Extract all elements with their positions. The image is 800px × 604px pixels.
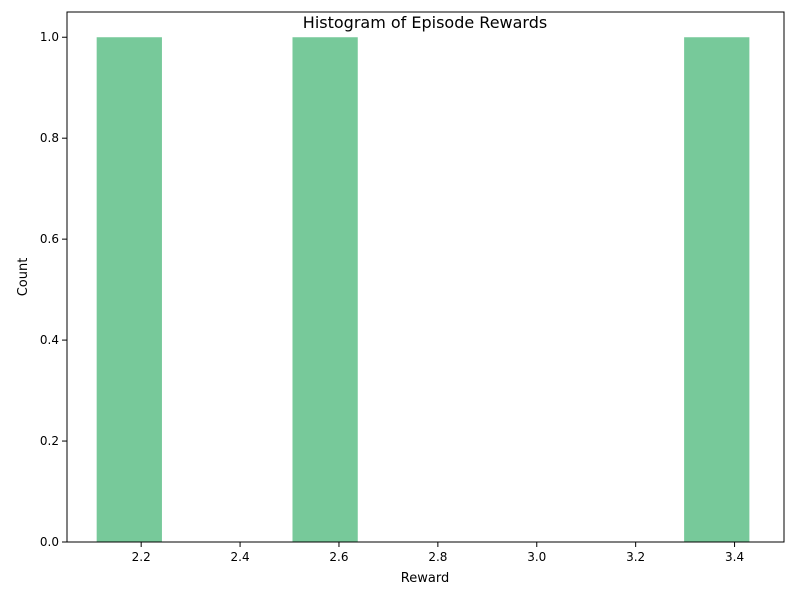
- y-tick-label: 0.0: [40, 535, 59, 549]
- x-axis-label: Reward: [401, 571, 449, 586]
- x-tick-label: 2.2: [132, 550, 151, 564]
- y-tick-label: 0.6: [40, 232, 59, 246]
- y-axis-label: Count: [16, 258, 31, 297]
- x-tick-label: 2.8: [428, 550, 447, 564]
- x-tick-label: 3.4: [725, 550, 744, 564]
- x-axis-ticks: 2.2 2.4 2.6 2.8 3.0 3.2 3.4: [132, 542, 744, 564]
- histogram-bar-9: [684, 37, 750, 542]
- x-tick-label: 3.2: [626, 550, 645, 564]
- y-tick-label: 0.8: [40, 131, 59, 145]
- x-tick-label: 2.4: [231, 550, 250, 564]
- plot-frame: [66, 11, 785, 543]
- histogram-bar-0: [96, 37, 162, 542]
- y-axis-ticks: 0.0 0.2 0.4 0.6 0.8 1.0: [40, 30, 67, 549]
- x-tick-label: 3.0: [527, 550, 546, 564]
- y-tick-label: 0.2: [40, 434, 59, 448]
- y-tick-label: 0.4: [40, 333, 59, 347]
- histogram-bar-3: [292, 37, 358, 542]
- chart-title: Histogram of Episode Rewards: [303, 13, 547, 32]
- x-tick-label: 2.6: [329, 550, 348, 564]
- y-tick-label: 1.0: [40, 30, 59, 44]
- bars-layer: [96, 37, 750, 542]
